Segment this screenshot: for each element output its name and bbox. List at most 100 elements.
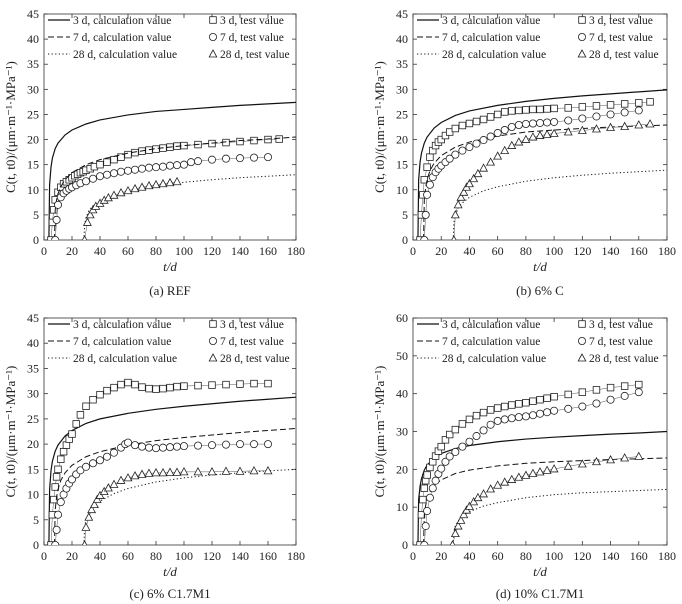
panel-caption: (c) 6% C1.7M1: [129, 586, 210, 601]
data-point-circle: [486, 420, 495, 429]
data-point-circle: [421, 210, 430, 219]
data-point-circle: [124, 438, 133, 447]
data-point-square: [515, 106, 523, 115]
data-point-triangle: [459, 509, 469, 519]
data-point-circle: [493, 129, 502, 138]
data-point-triangle: [479, 489, 489, 498]
data-point-circle: [56, 498, 65, 507]
data-point-triangle: [151, 468, 161, 477]
data-point-square: [550, 104, 558, 113]
data-point-circle: [423, 506, 432, 515]
data-point-triangle: [137, 469, 147, 478]
data-point-square: [437, 135, 445, 144]
data-point-circle: [151, 444, 160, 453]
data-point-circle: [263, 153, 272, 162]
data-point-square: [250, 379, 258, 388]
data-point-square: [564, 390, 572, 399]
series-group: [416, 380, 667, 545]
legend-marker-circle: [578, 33, 587, 42]
data-point-triangle: [249, 466, 259, 475]
data-point-square: [52, 473, 61, 481]
series-group: [47, 101, 296, 240]
data-point-square: [451, 425, 460, 434]
data-point-circle: [620, 108, 629, 117]
data-point-square: [486, 113, 495, 121]
data-point-square: [131, 380, 139, 389]
data-point-square: [110, 155, 118, 164]
y-tick-label: 60: [396, 311, 408, 325]
data-point-circle: [578, 114, 587, 123]
data-point-triangle: [123, 473, 133, 482]
x-tick-label: 40: [94, 549, 106, 563]
data-point-circle: [472, 139, 481, 148]
data-point-circle: [634, 106, 643, 115]
data-point-square: [437, 442, 445, 451]
data-point-square: [103, 158, 111, 166]
data-point-circle: [249, 153, 258, 162]
x-tick-label: 160: [630, 549, 648, 563]
y-tick-label: 50: [396, 349, 408, 363]
data-point-triangle: [130, 183, 140, 193]
data-point-circle: [144, 163, 153, 172]
data-point-square: [76, 411, 85, 419]
data-point-square: [479, 408, 488, 417]
data-point-square: [578, 103, 587, 111]
y-tick-label: 5: [33, 208, 39, 222]
data-point-square: [606, 383, 615, 392]
series-line-calc_7: [54, 427, 296, 545]
data-point-circle: [263, 440, 272, 449]
x-tick-label: 140: [602, 244, 620, 258]
legend-label-test_28: 28 d, test value: [589, 49, 659, 61]
y-tick-label: 35: [27, 57, 39, 71]
data-point-square: [96, 160, 104, 169]
data-point-square: [451, 124, 460, 133]
y-tick-label: 25: [396, 107, 408, 121]
data-point-circle: [54, 510, 63, 519]
data-point-circle: [550, 406, 559, 415]
x-tick-label: 60: [122, 244, 134, 258]
data-point-square: [620, 100, 629, 108]
data-point-circle: [431, 476, 440, 485]
data-point-circle: [507, 414, 516, 423]
legend-marker-square: [209, 16, 217, 24]
data-point-square: [208, 139, 216, 148]
data-point-triangle: [542, 129, 552, 138]
data-point-square: [419, 495, 427, 504]
data-point-triangle: [449, 540, 456, 545]
data-point-square: [458, 420, 467, 428]
x-tick-label: 20: [66, 244, 78, 258]
data-point-circle: [172, 161, 181, 170]
x-tick-label: 60: [492, 549, 504, 563]
y-tick-label: 20: [27, 133, 39, 147]
data-point-triangle: [577, 125, 587, 134]
data-point-triangle: [514, 472, 524, 481]
x-tick-label: 40: [463, 244, 475, 258]
y-tick-label: 10: [27, 183, 39, 197]
data-point-square: [159, 384, 167, 393]
data-point-circle: [445, 154, 454, 163]
y-tick-label: 0: [402, 233, 408, 247]
x-tick-label: 160: [259, 549, 277, 563]
data-point-square: [493, 110, 502, 119]
x-tick-label: 20: [435, 549, 447, 563]
data-point-square: [180, 382, 188, 390]
data-point-circle: [458, 146, 467, 155]
data-point-circle: [76, 466, 85, 475]
data-point-circle: [521, 119, 530, 128]
data-point-triangle: [479, 163, 489, 172]
data-point-circle: [620, 391, 629, 400]
data-point-triangle: [81, 540, 88, 545]
y-tick-label: 30: [396, 425, 408, 439]
x-tick-label: 140: [231, 244, 249, 258]
data-point-circle: [207, 441, 216, 450]
data-point-circle: [514, 413, 523, 422]
data-point-circle: [465, 437, 474, 446]
data-point-circle: [578, 402, 587, 411]
data-point-square: [508, 401, 516, 409]
x-axis-label: t/d: [533, 564, 547, 579]
data-point-circle: [500, 415, 509, 424]
legend-label-calc_28: 28 d, calculation value: [73, 49, 177, 61]
y-tick-label: 25: [27, 412, 39, 426]
data-point-circle: [89, 174, 98, 183]
data-point-circle: [82, 177, 91, 186]
